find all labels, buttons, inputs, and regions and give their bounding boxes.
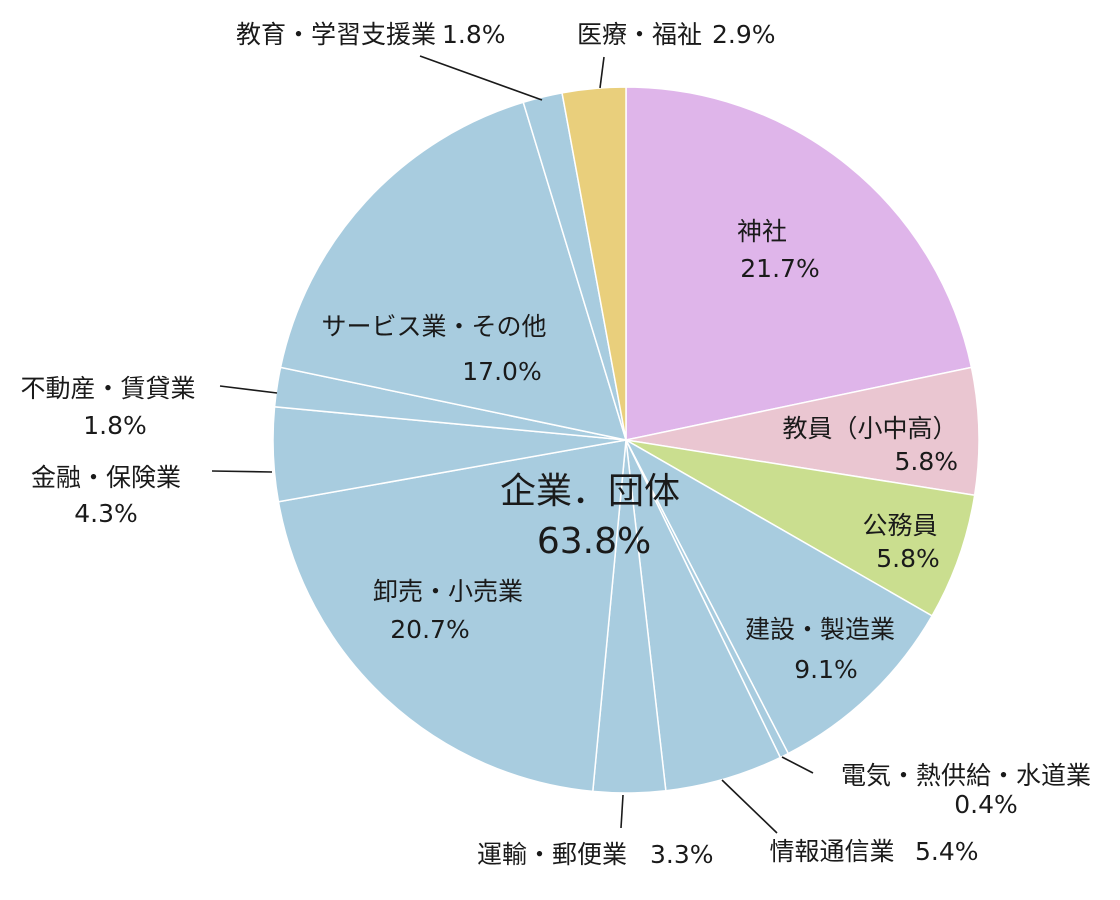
label-transport-value: 3.3% bbox=[650, 840, 714, 869]
pie-slice-7 bbox=[277, 439, 627, 793]
leader-line-transport bbox=[620, 794, 624, 829]
label-jinja-value: 21.7% bbox=[740, 254, 819, 283]
slice-labels: 神社 21.7% 教員（小中高） 5.8% 公務員 5.8% 建設・製造業 9.… bbox=[20, 20, 1091, 869]
label-finance-value: 4.3% bbox=[74, 499, 138, 528]
pie-slice-2 bbox=[625, 439, 976, 617]
label-realestate-value: 1.8% bbox=[83, 411, 147, 440]
label-electric-value: 0.4% bbox=[954, 790, 1018, 819]
label-oroshi-name: 卸売・小売業 bbox=[373, 577, 523, 606]
label-education-value: 1.8% bbox=[442, 20, 506, 49]
leader-line-education bbox=[419, 55, 543, 101]
label-transport-name: 運輸・郵便業 bbox=[477, 840, 627, 869]
pie-slices bbox=[272, 86, 980, 794]
label-electric-name: 電気・熱供給・水道業 bbox=[841, 761, 1091, 790]
leader-lines bbox=[211, 55, 814, 834]
leader-line-electric bbox=[781, 756, 814, 774]
label-service-name: サービス業・その他 bbox=[321, 312, 546, 341]
label-group-name: 企業．団体 bbox=[500, 471, 680, 512]
label-group-value: 63.8% bbox=[537, 521, 651, 562]
pie-slice-0 bbox=[625, 86, 973, 441]
label-ict-value: 5.4% bbox=[915, 837, 979, 866]
label-education-name: 教育・学習支援業 bbox=[236, 20, 436, 49]
label-realestate-name: 不動産・賃貸業 bbox=[20, 374, 195, 403]
label-service-value: 17.0% bbox=[462, 357, 541, 386]
leader-line-realestate bbox=[219, 385, 278, 394]
label-kensetsu-name: 建設・製造業 bbox=[745, 615, 895, 644]
leader-line-ict bbox=[721, 779, 778, 834]
label-finance-name: 金融・保険業 bbox=[31, 463, 181, 492]
label-oroshi-value: 20.7% bbox=[390, 615, 469, 644]
pie-slice-10 bbox=[279, 101, 628, 441]
label-kyoin-value: 5.8% bbox=[894, 447, 958, 476]
pie-slice-3 bbox=[624, 438, 934, 755]
leader-line-medical bbox=[599, 56, 605, 89]
label-kensetsu-value: 9.1% bbox=[794, 655, 858, 684]
pie-slice-12 bbox=[561, 86, 627, 441]
label-medical-value: 2.9% bbox=[712, 20, 776, 49]
label-komuin-name: 公務員 bbox=[862, 511, 937, 540]
label-ict-name: 情報通信業 bbox=[769, 837, 894, 866]
leader-line-finance bbox=[211, 470, 273, 473]
pie-slice-1 bbox=[625, 366, 980, 497]
label-jinja-name: 神社 bbox=[737, 217, 787, 246]
label-kyoin-name: 教員（小中高） bbox=[782, 414, 957, 443]
label-komuin-value: 5.8% bbox=[876, 544, 940, 573]
label-medical-name: 医療・福祉 bbox=[577, 20, 702, 49]
